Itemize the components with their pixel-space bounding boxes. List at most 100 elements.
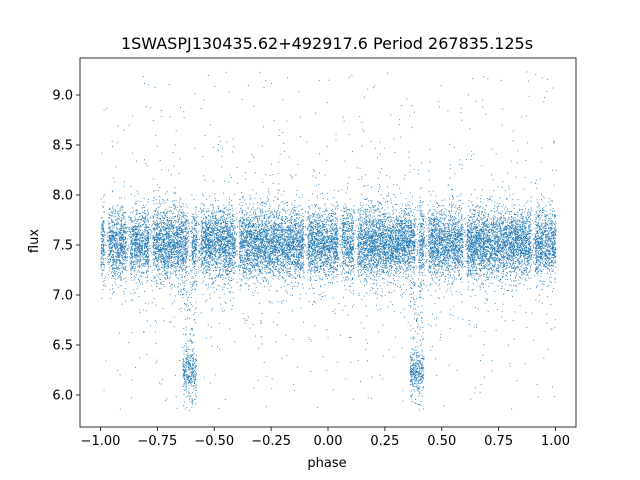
data-point <box>277 255 279 257</box>
data-point <box>372 269 374 271</box>
data-point <box>554 262 556 264</box>
data-point <box>503 262 505 264</box>
data-point <box>549 262 550 264</box>
data-point <box>394 270 395 271</box>
data-point <box>319 225 321 227</box>
data-point <box>310 255 312 257</box>
data-point <box>516 260 518 262</box>
data-point <box>487 213 489 215</box>
data-point <box>141 247 143 249</box>
data-point <box>480 250 482 252</box>
data-point <box>447 185 449 187</box>
data-point <box>259 260 261 262</box>
data-point <box>220 211 221 212</box>
data-point <box>101 224 103 226</box>
data-point <box>502 181 504 182</box>
data-point <box>446 236 448 238</box>
data-point <box>555 243 557 245</box>
data-point <box>402 252 404 254</box>
data-point <box>317 243 319 245</box>
data-point <box>165 265 167 267</box>
data-point <box>365 265 366 267</box>
data-point <box>254 283 256 285</box>
data-point <box>275 341 277 343</box>
data-point <box>440 210 442 212</box>
data-point <box>388 258 390 259</box>
data-point <box>438 101 439 102</box>
data-point <box>474 273 476 275</box>
data-point <box>272 214 274 216</box>
data-point <box>405 244 407 246</box>
data-point <box>494 291 496 292</box>
data-point <box>445 251 446 252</box>
data-point <box>173 247 175 249</box>
data-point <box>264 270 266 272</box>
data-point <box>182 259 184 260</box>
data-point <box>279 213 280 215</box>
data-point <box>293 248 295 250</box>
data-point <box>469 271 471 273</box>
data-point <box>301 238 302 240</box>
data-point <box>455 243 457 245</box>
data-point <box>500 216 502 218</box>
data-point <box>357 208 359 210</box>
data-point <box>138 193 140 195</box>
data-point <box>175 396 177 397</box>
data-point <box>270 231 272 233</box>
data-point <box>229 251 230 253</box>
data-point <box>212 207 214 208</box>
data-point <box>134 216 136 218</box>
data-point <box>331 261 333 263</box>
data-point <box>159 230 161 232</box>
data-point <box>223 252 224 253</box>
data-point <box>387 72 389 74</box>
data-point <box>262 244 264 246</box>
data-point <box>521 278 523 280</box>
data-point <box>101 298 103 299</box>
data-point <box>552 264 554 266</box>
data-point <box>143 332 145 333</box>
data-point <box>474 221 476 223</box>
data-point <box>239 234 241 236</box>
data-point <box>172 226 174 228</box>
data-point <box>517 250 519 252</box>
data-point <box>452 258 454 260</box>
data-point <box>307 253 309 255</box>
data-point <box>290 231 291 233</box>
data-point <box>378 202 380 204</box>
data-point <box>361 145 363 147</box>
data-point <box>292 238 294 240</box>
data-point <box>336 235 338 237</box>
data-point <box>517 211 519 213</box>
data-point <box>115 255 117 257</box>
data-point <box>230 254 231 256</box>
data-point <box>279 239 281 241</box>
data-point <box>380 208 382 210</box>
data-point <box>489 239 491 240</box>
data-point <box>183 211 185 213</box>
data-point <box>133 234 135 236</box>
data-point <box>315 234 317 236</box>
data-point <box>545 240 547 242</box>
data-point <box>471 289 473 291</box>
data-point <box>302 268 304 269</box>
data-point <box>418 240 419 242</box>
data-point <box>476 254 478 256</box>
data-point <box>223 217 225 219</box>
data-point <box>524 238 525 240</box>
data-point <box>496 247 498 249</box>
data-point <box>385 248 387 249</box>
data-point <box>221 274 223 275</box>
data-point <box>399 119 401 120</box>
data-point <box>404 256 406 258</box>
data-point <box>363 295 365 297</box>
data-point <box>264 269 266 270</box>
data-point <box>484 255 486 257</box>
data-point <box>302 220 304 222</box>
data-point <box>448 242 450 244</box>
data-point <box>314 258 316 260</box>
data-point <box>284 236 286 238</box>
data-point <box>270 256 271 258</box>
data-point <box>308 256 310 258</box>
data-point <box>264 227 266 229</box>
